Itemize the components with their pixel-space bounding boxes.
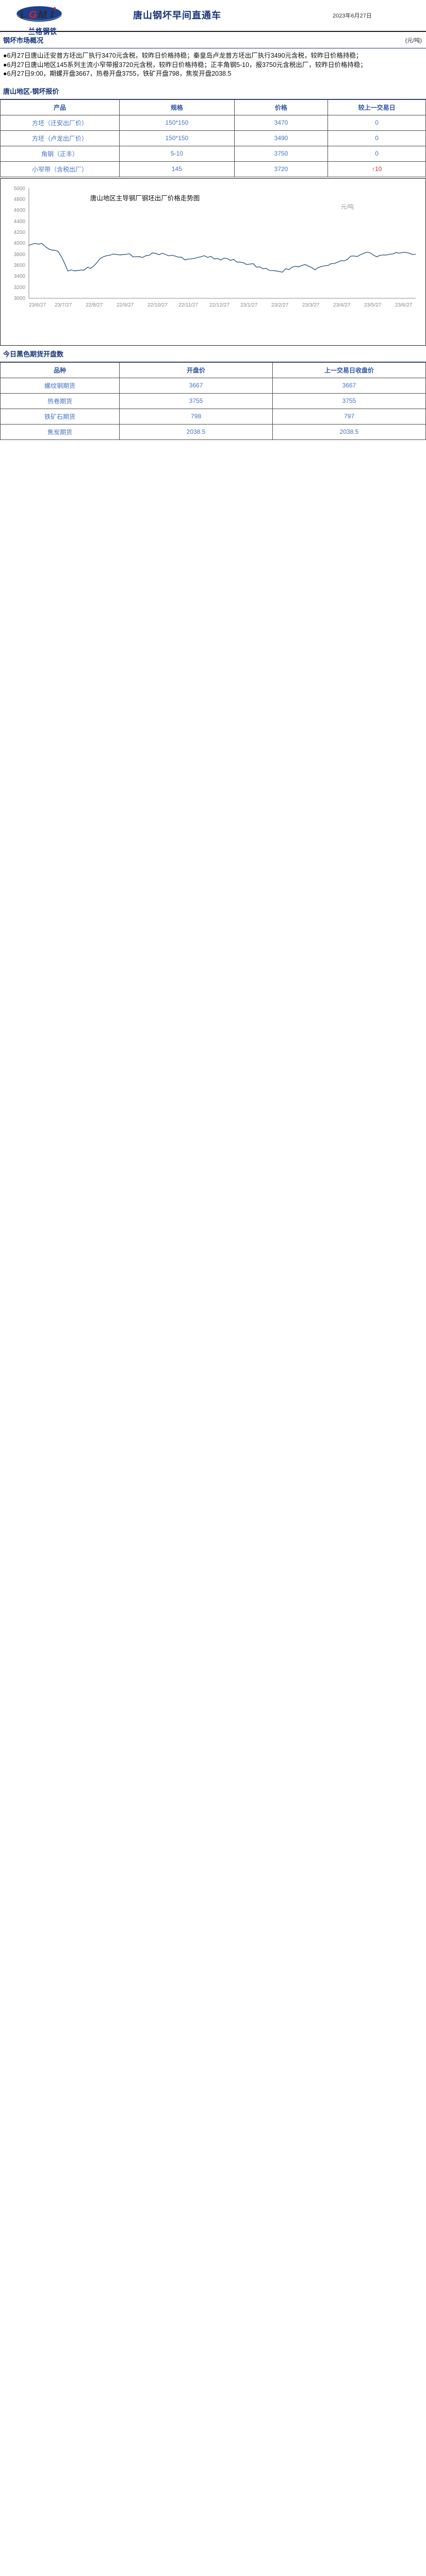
svg-text:4800: 4800 bbox=[14, 197, 26, 202]
svg-text:L: L bbox=[20, 9, 26, 21]
svg-text:3000: 3000 bbox=[14, 296, 26, 301]
svg-text:23/6/27: 23/6/27 bbox=[395, 302, 413, 308]
svg-text:3200: 3200 bbox=[14, 285, 26, 291]
svg-text:元/吨: 元/吨 bbox=[341, 204, 354, 210]
svg-text:4000: 4000 bbox=[14, 241, 26, 246]
svg-text:23/4/27: 23/4/27 bbox=[333, 302, 351, 308]
svg-text:3400: 3400 bbox=[14, 274, 26, 279]
svg-text:唐山地区主导钢厂钢坯出厂价格走势图: 唐山地区主导钢厂钢坯出厂价格走势图 bbox=[90, 194, 200, 202]
svg-text:4200: 4200 bbox=[14, 230, 26, 235]
svg-text:23/5/27: 23/5/27 bbox=[364, 302, 382, 308]
svg-text:5000: 5000 bbox=[14, 186, 26, 192]
svg-text:M: M bbox=[38, 9, 47, 21]
svg-text:3600: 3600 bbox=[14, 263, 26, 268]
svg-text:22/8/27: 22/8/27 bbox=[86, 302, 103, 308]
svg-text:22/10/27: 22/10/27 bbox=[148, 302, 168, 308]
svg-text:23/3/27: 23/3/27 bbox=[302, 302, 320, 308]
svg-text:I: I bbox=[51, 9, 54, 21]
svg-text:23/6/27: 23/6/27 bbox=[29, 302, 46, 308]
svg-text:22/11/27: 22/11/27 bbox=[178, 302, 199, 308]
svg-text:23/7/27: 23/7/27 bbox=[55, 302, 72, 308]
svg-text:4600: 4600 bbox=[14, 208, 26, 213]
svg-text:4400: 4400 bbox=[14, 219, 26, 225]
svg-text:23/1/27: 23/1/27 bbox=[240, 302, 258, 308]
svg-text:22/12/27: 22/12/27 bbox=[209, 302, 230, 308]
svg-text:3800: 3800 bbox=[14, 252, 26, 258]
svg-text:22/9/27: 22/9/27 bbox=[117, 302, 134, 308]
svg-text:23/2/27: 23/2/27 bbox=[271, 302, 289, 308]
svg-text:G: G bbox=[29, 9, 37, 21]
